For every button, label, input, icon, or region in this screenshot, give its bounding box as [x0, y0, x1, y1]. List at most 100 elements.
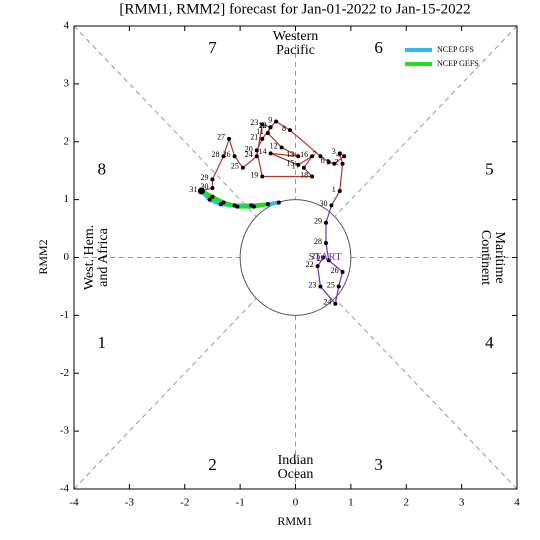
day-label: 21: [250, 133, 258, 142]
day-label: 23: [308, 280, 316, 289]
observed-point: [268, 151, 273, 156]
phase-label: 6: [374, 38, 383, 57]
y-tick-label: 3: [64, 77, 70, 89]
observed-point: [296, 154, 301, 159]
x-tick-label: 3: [459, 497, 465, 509]
day-label: 27: [317, 254, 325, 263]
day-label: 23: [250, 118, 258, 127]
day-label: 27: [217, 133, 225, 142]
diagonal: [334, 25, 518, 217]
x-tick-label: -2: [180, 497, 189, 509]
day-label: 11: [256, 127, 264, 136]
region-line: Maritime: [492, 231, 507, 283]
observed-point: [318, 284, 323, 289]
day-label: 22: [306, 260, 314, 269]
forecast-line: [200, 189, 269, 209]
x-tick-label: -3: [125, 497, 135, 509]
observed-point: [254, 148, 259, 153]
observed-point: [197, 187, 205, 195]
phase-label: 2: [208, 455, 217, 474]
x-tick-label: 0: [293, 497, 299, 509]
day-label: 2: [335, 158, 339, 167]
x-tick-label: 2: [404, 497, 410, 509]
observed-point: [337, 151, 342, 156]
observed-point: [321, 255, 326, 260]
forecast-point: [251, 204, 256, 209]
y-tick-label: 2: [64, 135, 70, 147]
day-label: 28: [314, 237, 322, 246]
observed-point: [323, 220, 328, 225]
day-label: 30: [319, 199, 327, 208]
y-tick-label: -2: [60, 367, 69, 379]
legend-label: NCEP GFS: [437, 45, 474, 54]
day-label: 25: [327, 280, 335, 289]
region-line: Ocean: [278, 467, 314, 482]
diagonal: [73, 25, 257, 217]
y-tick-label: -4: [60, 483, 70, 495]
diagonal: [334, 298, 518, 490]
observed-point: [296, 162, 301, 167]
observed-point: [336, 284, 341, 289]
day-label: 28: [212, 150, 220, 159]
day-label: 16: [300, 150, 308, 159]
day-label: 21: [311, 251, 319, 260]
day-label: 26: [223, 150, 231, 159]
x-tick-label: 1: [348, 497, 354, 509]
x-axis-label: RMM1: [277, 514, 312, 528]
chart-title: [RMM1, RMM2] forecast for Jan-01-2022 to…: [119, 1, 470, 17]
observed-connector: [330, 190, 341, 206]
observed-point: [310, 174, 315, 179]
region-line: Indian: [278, 453, 314, 468]
region-line: Pacific: [276, 43, 315, 58]
y-axis-label: RMM2: [36, 239, 50, 274]
phase-label: 5: [485, 160, 494, 179]
observed-point: [287, 128, 292, 133]
day-label: 14: [259, 147, 267, 156]
legend-label: NCEP GEFS: [437, 59, 479, 68]
day-label: 24: [245, 150, 253, 159]
day-label: 4: [336, 150, 340, 159]
day-label: 29: [200, 173, 208, 182]
observed-point: [260, 122, 265, 127]
forecast-point: [207, 197, 212, 202]
day-label: 30: [200, 182, 208, 191]
x-tick-label: 4: [514, 497, 520, 509]
region-line: Continent: [478, 230, 493, 285]
phase-label: 8: [97, 160, 106, 179]
observed-point: [254, 154, 259, 159]
day-label: 26: [331, 266, 339, 275]
day-label: 24: [323, 298, 331, 307]
phase-label: 7: [208, 38, 217, 57]
region-label: MaritimeContinent: [478, 230, 507, 285]
day-label: 12: [270, 141, 278, 150]
diagonal: [73, 298, 257, 490]
region-line: and Africa: [96, 227, 111, 286]
observed-point: [260, 174, 265, 179]
y-tick-label: -3: [60, 425, 70, 437]
day-label: 17: [292, 162, 300, 171]
day-label: 18: [300, 170, 308, 179]
day-label: 1: [332, 185, 336, 194]
day-label: 3: [332, 147, 336, 156]
observed-point: [301, 165, 306, 170]
start-label: START: [309, 251, 343, 263]
phase-label: 3: [374, 455, 383, 474]
forecast-point: [276, 200, 281, 205]
day-label: 13: [286, 150, 294, 159]
day-label: 20: [245, 144, 253, 153]
observed-point: [326, 258, 331, 263]
day-label: 25: [231, 162, 239, 171]
observed-point: [318, 154, 323, 159]
forecast-point: [210, 194, 215, 199]
observed-point: [210, 186, 215, 191]
forecast-point: [265, 202, 270, 207]
observed-point: [310, 154, 315, 159]
observed-point: [326, 160, 331, 165]
day-label: 19: [250, 170, 258, 179]
observed-point: [332, 161, 337, 166]
region-label: West. Hem.and Africa: [82, 225, 111, 290]
y-tick-label: 4: [64, 20, 70, 32]
observed-point: [268, 125, 273, 130]
y-tick-label: 1: [64, 193, 70, 205]
